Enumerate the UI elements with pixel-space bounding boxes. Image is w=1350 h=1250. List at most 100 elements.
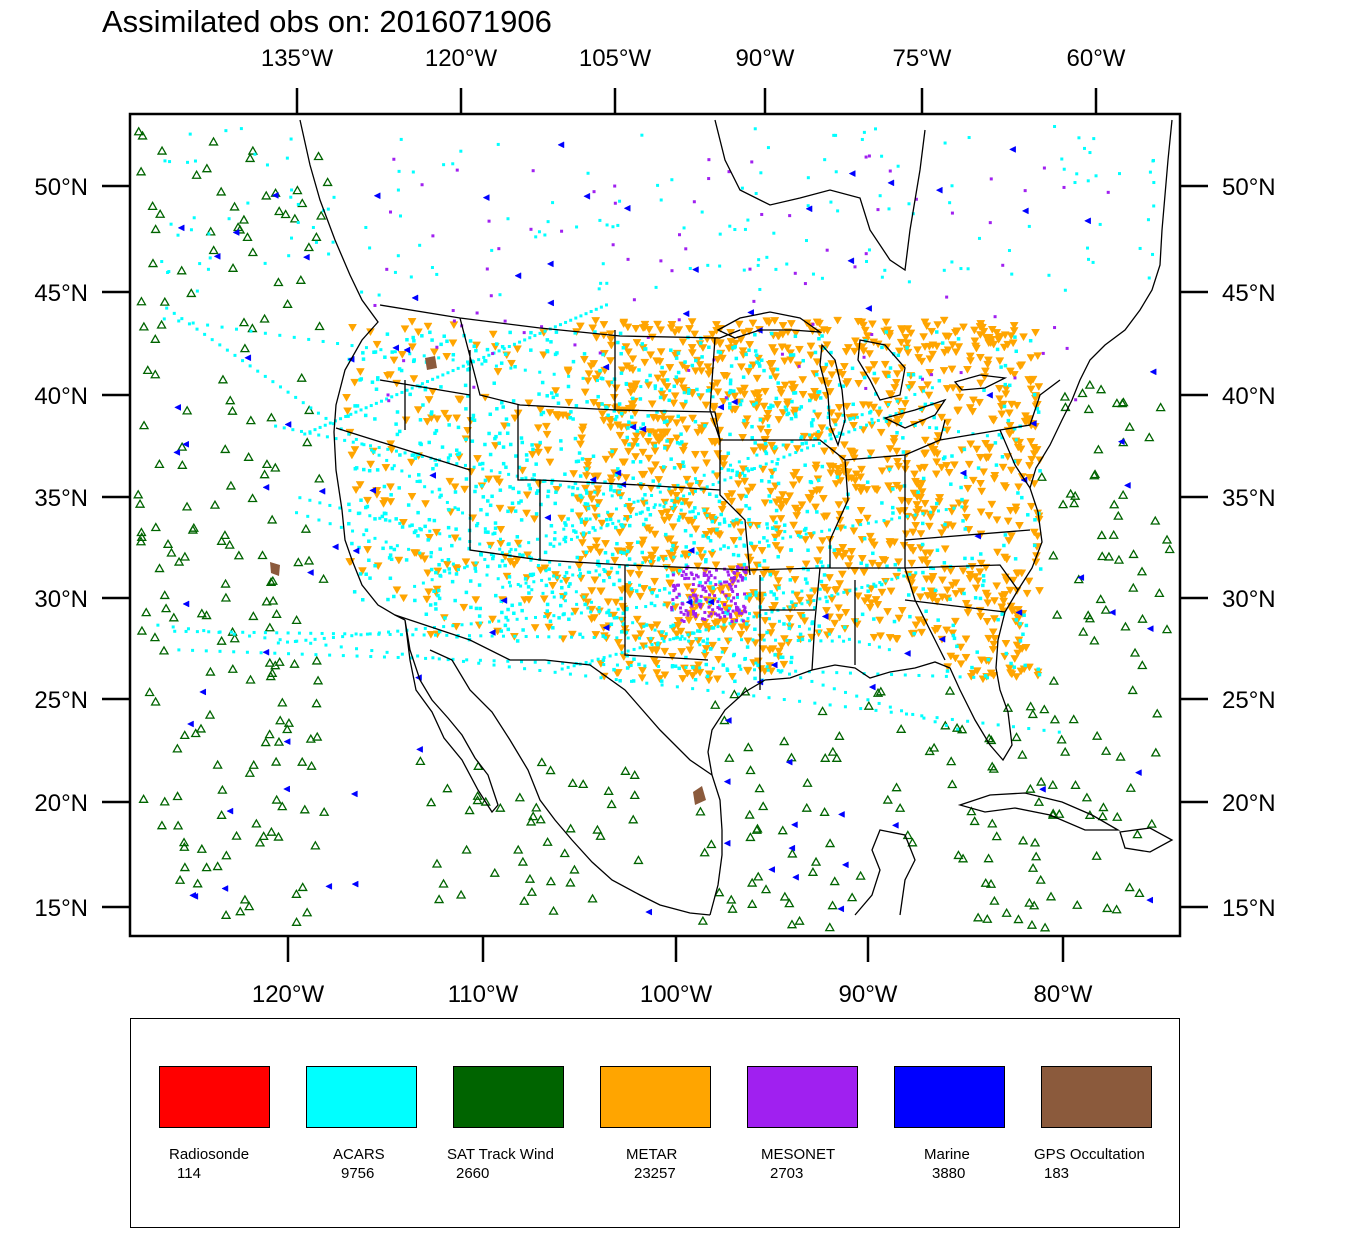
obs-marker — [1075, 172, 1079, 176]
obs-marker — [768, 499, 773, 504]
obs-marker — [452, 414, 462, 423]
legend-count: 2703 — [770, 1165, 804, 1182]
obs-marker — [248, 759, 259, 769]
obs-marker — [394, 449, 398, 453]
obs-marker — [1028, 338, 1033, 343]
obs-marker — [785, 492, 795, 501]
obs-marker — [495, 407, 499, 411]
obs-marker — [692, 631, 696, 635]
obs-marker — [684, 576, 688, 580]
obs-marker — [610, 566, 614, 570]
obs-marker — [498, 471, 502, 475]
obs-marker — [1120, 621, 1131, 631]
obs-marker — [133, 489, 144, 499]
obs-marker — [173, 556, 185, 566]
obs-marker — [1144, 432, 1155, 442]
obs-marker — [355, 481, 365, 489]
obs-marker — [986, 676, 990, 680]
obs-marker — [299, 804, 310, 814]
obs-marker — [1155, 402, 1166, 412]
obs-marker — [354, 410, 358, 414]
obs-marker — [603, 569, 607, 574]
obs-marker — [921, 587, 925, 591]
obs-marker — [311, 232, 322, 241]
obs-marker — [757, 258, 761, 262]
obs-marker — [865, 604, 875, 612]
obs-marker — [840, 441, 849, 450]
obs-marker — [943, 522, 947, 527]
obs-marker — [513, 364, 517, 369]
obs-marker — [643, 493, 647, 497]
obs-marker — [702, 573, 706, 577]
obs-marker — [816, 430, 820, 434]
obs-marker — [705, 514, 709, 518]
obs-marker — [311, 698, 322, 708]
obs-marker — [740, 566, 744, 570]
obs-marker — [741, 619, 745, 623]
obs-marker — [608, 613, 612, 617]
obs-marker — [741, 471, 745, 475]
obs-marker — [711, 586, 716, 590]
obs-marker — [429, 412, 434, 416]
obs-marker — [531, 169, 535, 173]
obs-marker — [162, 538, 174, 548]
obs-marker — [698, 344, 708, 352]
obs-marker — [513, 345, 522, 354]
obs-marker — [947, 779, 958, 789]
obs-marker — [942, 428, 946, 432]
obs-marker — [691, 687, 695, 691]
obs-marker — [759, 358, 764, 362]
obs-marker — [932, 458, 942, 467]
obs-marker — [465, 658, 469, 662]
obs-marker — [948, 522, 957, 531]
obs-marker — [857, 640, 861, 644]
obs-marker — [920, 318, 930, 327]
obs-marker — [953, 407, 963, 416]
obs-marker — [517, 490, 521, 495]
obs-marker — [560, 229, 564, 233]
obs-marker — [526, 886, 538, 896]
obs-marker — [388, 519, 392, 523]
obs-marker — [587, 531, 591, 535]
obs-marker — [629, 770, 640, 779]
obs-marker — [451, 369, 455, 373]
obs-marker — [673, 664, 678, 668]
obs-marker — [665, 549, 675, 558]
obs-marker — [227, 663, 238, 673]
obs-marker — [892, 619, 897, 624]
obs-marker — [513, 539, 523, 548]
obs-marker — [429, 550, 434, 555]
obs-marker — [646, 351, 656, 360]
legend-count: 9756 — [341, 1165, 375, 1182]
obs-marker — [521, 553, 525, 557]
obs-marker — [990, 635, 1000, 643]
obs-marker — [683, 517, 693, 525]
obs-marker — [698, 580, 702, 585]
obs-marker — [270, 660, 281, 670]
obs-marker — [647, 623, 657, 632]
obs-marker — [685, 646, 695, 655]
obs-marker — [363, 413, 368, 418]
obs-marker — [483, 557, 487, 561]
obs-marker — [386, 371, 395, 380]
obs-marker — [822, 573, 827, 577]
obs-marker — [522, 331, 526, 335]
obs-marker — [705, 674, 710, 679]
obs-marker — [769, 403, 773, 407]
obs-marker — [694, 358, 698, 363]
obs-marker — [432, 518, 437, 523]
obs-marker — [539, 351, 548, 360]
obs-marker — [617, 519, 621, 523]
obs-marker — [748, 522, 752, 526]
obs-marker — [710, 519, 715, 524]
obs-marker — [508, 330, 512, 335]
obs-marker — [1000, 331, 1010, 340]
obs-marker — [651, 433, 661, 442]
obs-marker — [638, 482, 643, 486]
obs-marker — [944, 508, 948, 512]
obs-marker — [612, 409, 617, 413]
obs-marker — [522, 491, 532, 500]
obs-marker — [1004, 409, 1014, 418]
obs-marker — [389, 545, 393, 550]
obs-marker — [360, 290, 364, 294]
